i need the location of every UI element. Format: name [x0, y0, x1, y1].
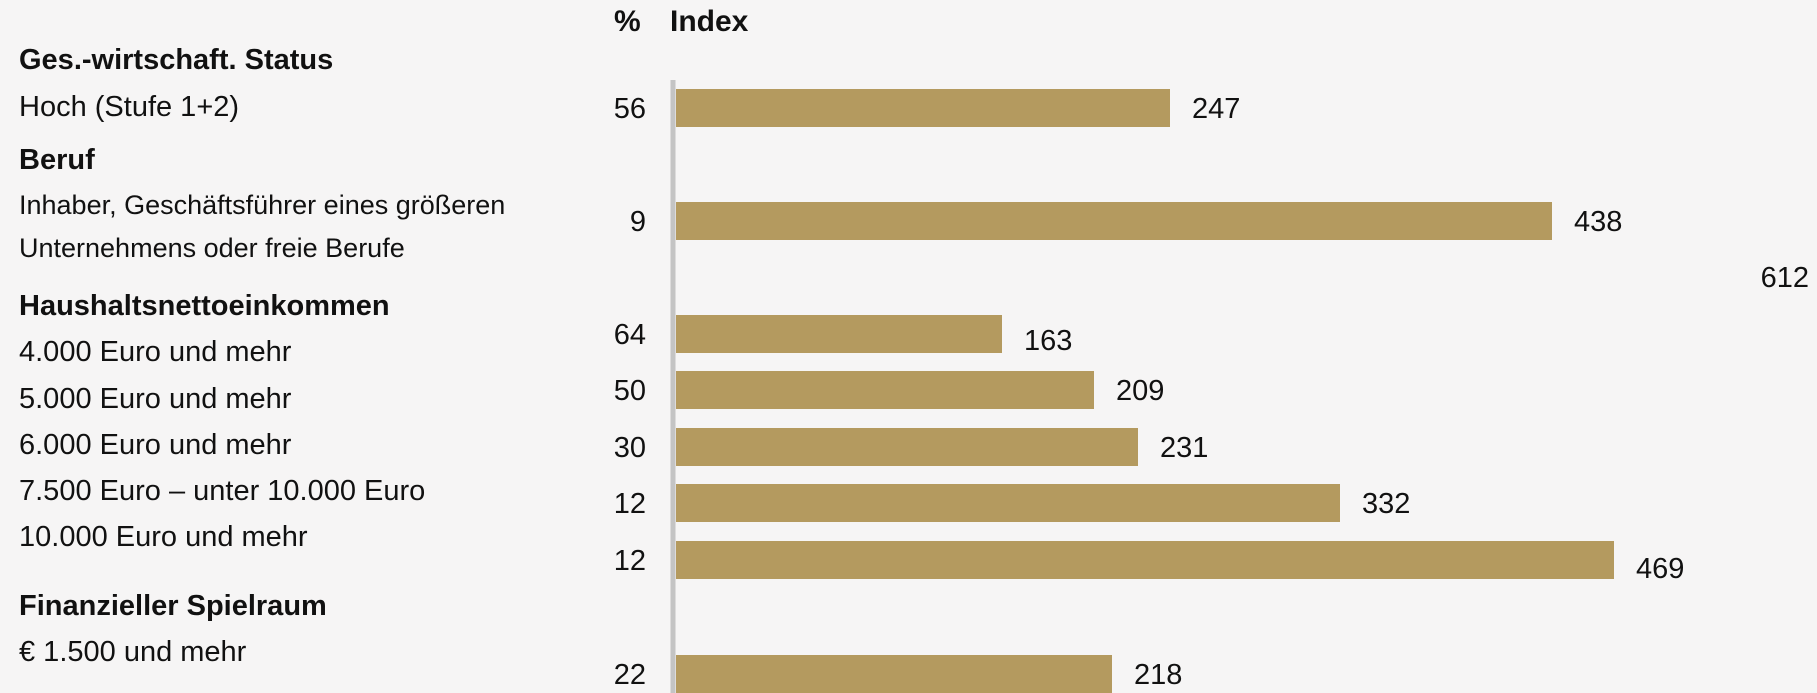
- index-value-label-3: 209: [1116, 375, 1164, 407]
- percent-value-1: 9: [630, 206, 646, 238]
- index-value-label-6: 469: [1636, 553, 1684, 585]
- category-label-4000: 4.000 Euro und mehr: [19, 336, 292, 368]
- category-label-hoch: Hoch (Stufe 1+2): [19, 91, 240, 123]
- category-label-7500: 7.500 Euro – unter 10.000 Euro: [19, 475, 426, 507]
- group-heading-spielraum: Finanzieller Spielraum: [19, 590, 327, 622]
- percent-value-3: 50: [614, 375, 646, 407]
- percent-value-4: 30: [614, 432, 646, 464]
- bar-0: [676, 89, 1170, 127]
- percent-value-0: 56: [614, 93, 646, 125]
- category-label-10000: 10.000 Euro und mehr: [19, 521, 308, 553]
- index-value-label-2: 163: [1024, 325, 1072, 357]
- group-heading-status: Ges.-wirtschaft. Status: [19, 44, 334, 76]
- index-value-label-0: 247: [1192, 93, 1240, 125]
- bar-1: [676, 202, 1552, 240]
- index-value-label-1: 438: [1574, 206, 1622, 238]
- index-value-label-7: 218: [1134, 659, 1182, 691]
- category-label-6000: 6.000 Euro und mehr: [19, 429, 292, 461]
- bar-7: [676, 655, 1112, 693]
- percent-value-7: 22: [614, 659, 646, 691]
- category-label-5000: 5.000 Euro und mehr: [19, 383, 292, 415]
- bar-5: [676, 484, 1340, 522]
- index-value-label-5: 332: [1362, 488, 1410, 520]
- percent-value-6: 12: [614, 545, 646, 577]
- percent-column-header: %: [614, 5, 641, 38]
- index-column-header: Index: [670, 5, 749, 38]
- percent-value-5: 12: [614, 488, 646, 520]
- group-heading-beruf: Beruf: [19, 144, 95, 176]
- bar-2: [676, 315, 1002, 353]
- group-heading-einkommen: Haushaltsnettoeinkommen: [19, 290, 390, 322]
- bar-3: [676, 371, 1094, 409]
- category-label-1500: € 1.500 und mehr: [19, 636, 247, 668]
- percent-value-2: 64: [614, 319, 646, 351]
- index-value-label-4: 231: [1160, 432, 1208, 464]
- category-label-inhaber-line2: Unternehmens oder freie Berufe: [19, 233, 405, 263]
- axis-max-label: 612: [1761, 262, 1809, 294]
- bar-4: [676, 428, 1138, 466]
- bar-6: [676, 541, 1614, 579]
- category-label-inhaber-line1: Inhaber, Geschäftsführer eines größeren: [19, 190, 506, 220]
